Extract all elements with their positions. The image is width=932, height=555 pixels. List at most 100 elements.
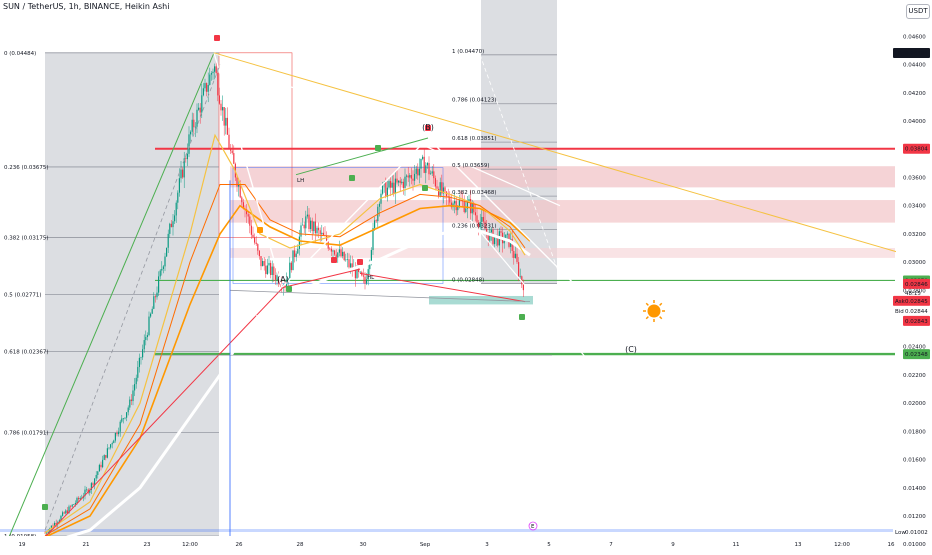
candle-body <box>194 126 196 128</box>
time-tick: 12:00 <box>834 542 850 548</box>
price-tick: 0.01200 <box>903 514 926 520</box>
price-tick: 0.01400 <box>903 486 926 492</box>
candle-body <box>505 234 507 241</box>
candle-body <box>423 156 425 173</box>
candle-body <box>78 497 80 500</box>
time-tick: 28 <box>297 542 304 548</box>
price-tick: 0.02800 <box>903 288 926 294</box>
candle-body <box>164 256 166 267</box>
candle-body <box>484 221 486 229</box>
candle-body <box>402 181 404 189</box>
candle-body <box>378 203 380 207</box>
candle-body <box>278 275 280 284</box>
time-tick: 13 <box>795 542 802 548</box>
price-badge-label: Bid <box>895 309 904 315</box>
trend-line <box>229 289 531 303</box>
candle-body <box>522 284 524 291</box>
candle-body <box>494 237 496 245</box>
candle-body <box>447 196 449 197</box>
candle-body <box>148 316 150 336</box>
candle-body <box>223 107 225 126</box>
candle-body <box>174 215 176 222</box>
candle-body <box>86 489 88 491</box>
candle-body <box>183 158 185 178</box>
candle-body <box>334 250 336 255</box>
candle-body <box>238 183 240 187</box>
candle-body <box>161 268 163 271</box>
candle-body <box>130 399 132 402</box>
candle-body <box>326 235 328 243</box>
candle-body <box>362 275 364 277</box>
event-marker-circle <box>528 521 538 531</box>
trend-line <box>469 219 644 427</box>
candle-body <box>142 349 144 358</box>
candle-body <box>310 220 312 230</box>
signal-flag <box>286 286 292 292</box>
candle-body <box>252 234 254 238</box>
candle-body <box>154 296 156 298</box>
candle-body <box>188 134 190 154</box>
candle-body <box>454 201 456 204</box>
candle-body <box>185 158 187 160</box>
signal-flag <box>357 259 363 265</box>
candle-body <box>121 418 123 422</box>
consolidation-box <box>232 167 444 284</box>
trend-line <box>281 137 429 288</box>
candle-body <box>438 188 440 196</box>
trend-line <box>44 64 221 531</box>
signal-flag <box>42 504 48 510</box>
candle-body <box>132 390 134 402</box>
price-badge: 0.03804 <box>903 143 930 154</box>
candle-body <box>242 202 244 209</box>
price-badge-value: 0.02843 <box>905 319 928 325</box>
candle-body <box>175 202 177 216</box>
candle-body <box>199 107 201 113</box>
candle-body <box>450 202 452 208</box>
trend-line <box>295 137 429 176</box>
trend-line <box>359 272 526 303</box>
candle-body <box>375 220 377 222</box>
swing-label: LH <box>297 178 304 184</box>
candle-body <box>127 407 129 413</box>
candle-body <box>54 522 56 527</box>
price-badge-value: 0.02845 <box>905 299 928 305</box>
price-badge: 0.02846 <box>903 278 930 289</box>
price-axis-background <box>896 0 932 550</box>
candle-body <box>66 510 68 514</box>
signal-flag <box>349 175 355 181</box>
candle-body <box>265 265 267 275</box>
candle-body <box>218 95 220 104</box>
signal-flag <box>257 227 263 233</box>
currency-selector[interactable]: USDT <box>906 4 930 19</box>
candle-body <box>442 187 444 194</box>
fib-level-label: 0.5 (0.03659) <box>452 163 490 169</box>
fib-level-label: 0.786 (0.04123) <box>452 98 497 104</box>
candle-body <box>468 199 470 201</box>
candle-body <box>233 153 235 164</box>
resistance-zone <box>230 200 895 223</box>
signal-flag <box>375 145 381 151</box>
candle-body <box>303 224 305 229</box>
candle-body <box>167 233 169 248</box>
candle-body <box>73 504 75 505</box>
candle-body <box>209 74 211 85</box>
candle-body <box>418 168 420 176</box>
candle-body <box>422 156 424 159</box>
candle-body <box>385 181 387 198</box>
price-tick: 0.01000 <box>903 542 926 548</box>
candle-body <box>292 250 294 271</box>
time-tick: 30 <box>360 542 367 548</box>
candle-body <box>270 262 272 276</box>
candle-body <box>220 103 222 111</box>
candle-body <box>346 259 348 260</box>
signal-flag <box>214 35 220 41</box>
candle-body <box>364 276 366 284</box>
candle-body <box>327 242 329 249</box>
candle-body <box>52 525 54 527</box>
trend-line <box>44 287 284 538</box>
candle-body <box>47 531 49 533</box>
